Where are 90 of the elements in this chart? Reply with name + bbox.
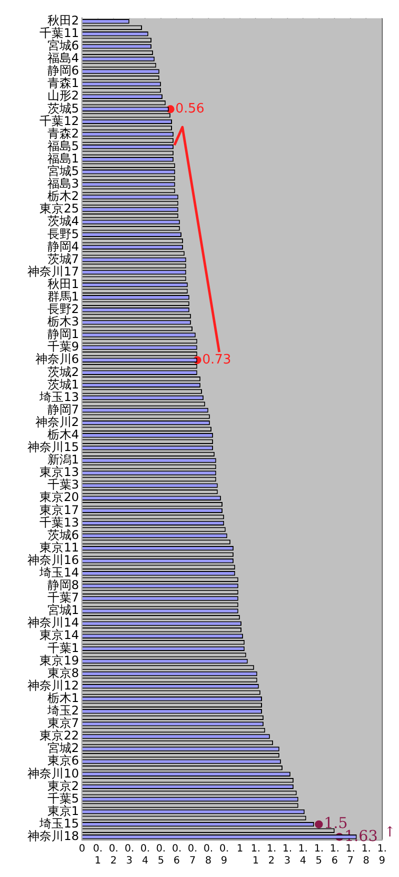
y-tick-label: 茨城1: [47, 377, 79, 392]
y-tick-label: 千葉3: [47, 478, 79, 492]
y-tick-label: 茨城5: [47, 101, 79, 116]
y-tick-label: 静岡7: [47, 402, 79, 416]
x-tick-label: 0. 1: [93, 844, 103, 867]
x-tick-label: 1. 2: [266, 844, 276, 867]
x-tick-label: 1: [236, 844, 244, 855]
y-tick-label: 神奈川2: [35, 414, 79, 429]
y-tick-label: 静岡6: [47, 64, 79, 78]
y-tick-label: 千葉7: [47, 590, 79, 605]
x-tick-label: 0: [78, 844, 86, 855]
y-tick-label: 茨城6: [47, 528, 79, 542]
y-tick-label: 福島1: [47, 151, 79, 166]
annotation: 1.5: [324, 814, 348, 832]
text: ↑: [384, 824, 396, 841]
x-tick-label: 0. 2: [108, 844, 118, 867]
y-tick-label: 千葉13: [40, 515, 79, 530]
y-tick-label: 青森2: [47, 126, 79, 140]
x-tick-label: 1. 1: [250, 844, 260, 867]
x-tick-label: 0. 8: [204, 844, 214, 867]
x-tick-label: 0. 4: [140, 844, 150, 867]
y-tick-label: 東京6: [47, 754, 79, 768]
y-tick-label: 宮城1: [47, 603, 79, 618]
y-tick-label: 静岡8: [47, 578, 79, 592]
y-tick-label: 東京1: [47, 804, 79, 818]
y-tick-label: 神奈川17: [28, 264, 79, 278]
y-tick-label: 福島3: [47, 176, 79, 191]
y-tick-label: 神奈川18: [28, 828, 79, 843]
y-tick-label: 栃木1: [47, 690, 79, 705]
y-tick-label: 東京22: [40, 728, 79, 743]
annotation: 0.56: [175, 102, 204, 117]
y-tick-label: 宮城2: [47, 741, 79, 756]
x-tick-label: 1.5: [314, 844, 324, 867]
y-tick-label: 千葉12: [40, 114, 79, 128]
y-tick-label: 茨城4: [47, 214, 79, 228]
y-tick-label: 千葉11: [40, 26, 79, 40]
y-tick-label: 神奈川15: [28, 440, 79, 454]
y-tick-label: 東京17: [40, 502, 79, 517]
x-tick-label: 0. 9: [219, 844, 229, 867]
y-tick-label: 秋田2: [47, 13, 79, 28]
y-tick-label: 栃木4: [47, 428, 79, 442]
y-tick-label: 栃木3: [47, 314, 79, 329]
x-tick-label: 0. 5: [156, 844, 166, 867]
y-tick-label: 福島4: [47, 51, 79, 66]
x-tick-label: 1. 9: [377, 844, 387, 867]
y-tick-label: 神奈川16: [28, 552, 79, 567]
y-tick-label: 東京14: [40, 628, 79, 642]
y-tick-label: 宮城6: [47, 38, 79, 53]
y-tick-label: 東京2: [47, 778, 79, 793]
y-tick-label: 神奈川12: [28, 678, 79, 692]
y-tick-label: 神奈川14: [28, 616, 79, 630]
y-tick-label: 秋田1: [47, 276, 79, 291]
annotation: 0.73: [202, 352, 232, 368]
x-tick-label: 1. 7: [346, 844, 356, 867]
y-tick-label: 群馬1: [47, 289, 79, 304]
y-tick-label: 新潟1: [47, 452, 79, 467]
y-tick-label: 長野2: [47, 302, 79, 316]
y-tick-label: 埼玉13: [38, 390, 79, 404]
y-tick-label: 千葉9: [47, 340, 79, 354]
y-tick-label: 青森1: [47, 76, 79, 90]
x-tick-label: 0. 3: [124, 844, 134, 867]
y-tick-label: 静岡4: [47, 239, 79, 254]
y-tick-label: 東京7: [47, 716, 79, 730]
y-tick-label: 東京11: [40, 540, 79, 554]
y-tick-label: 東京20: [40, 490, 79, 504]
y-tick-label: 福島5: [47, 138, 79, 153]
y-tick-label: 埼玉14: [38, 566, 79, 580]
y-tick-label: 長野5: [47, 226, 79, 241]
y-tick-label: 千葉5: [47, 791, 79, 806]
y-tick-label: 埼玉2: [46, 704, 79, 718]
x-tick-label: 0. 7: [188, 844, 198, 867]
y-tick-label: 山形2: [47, 88, 79, 103]
y-tick-label: 東京13: [40, 465, 79, 480]
x-tick-label: 0. 6: [172, 844, 182, 867]
y-tick-label: 東京19: [40, 653, 79, 668]
y-tick-label: 千葉1: [47, 640, 79, 655]
x-tick-label: 1. 4: [298, 844, 308, 867]
y-tick-label: 茨城7: [47, 252, 79, 266]
x-tick-label: 1. 6: [330, 844, 340, 867]
y-tick-label: 東京25: [40, 202, 79, 216]
y-tick-label: 茨城2: [47, 364, 79, 379]
x-tick-label: 1. 8: [361, 844, 371, 867]
y-tick-label: 宮城5: [47, 164, 79, 178]
y-tick-label: 神奈川6: [35, 352, 79, 366]
y-tick-label: 栃木2: [47, 189, 79, 204]
y-tick-label: 神奈川10: [28, 766, 79, 780]
y-tick-label: 静岡1: [47, 327, 79, 342]
x-tick-label: 1. 3: [282, 844, 292, 867]
y-tick-label: 埼玉15: [38, 816, 79, 830]
y-tick-label: 東京8: [47, 666, 79, 680]
